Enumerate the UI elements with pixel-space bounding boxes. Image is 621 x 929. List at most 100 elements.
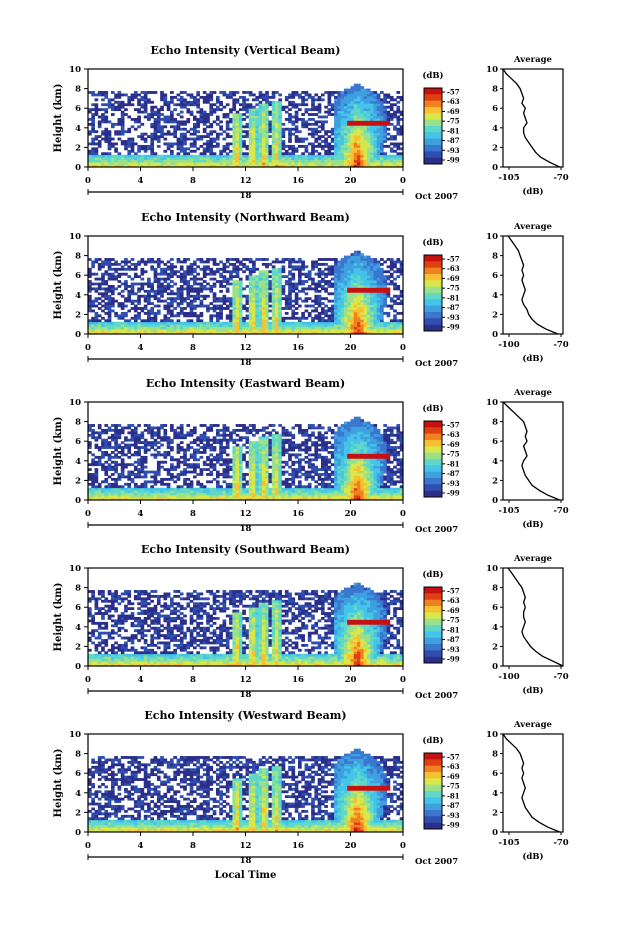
heatmap-cell	[370, 91, 374, 94]
heatmap-cell	[294, 125, 299, 129]
heatmap-cell	[373, 137, 378, 141]
heatmap-cell	[225, 144, 230, 148]
heatmap-cell	[130, 292, 135, 296]
heatmap-cell	[370, 140, 374, 143]
heatmap-cell	[186, 304, 191, 308]
heatmap-cell	[380, 130, 384, 134]
heatmap-cell	[334, 110, 338, 114]
heatmap-cell	[304, 265, 309, 269]
heatmap-cell	[209, 324, 214, 328]
heatmap-cell	[370, 105, 374, 109]
heatmap-cell	[347, 304, 351, 308]
heatmap-cell	[147, 319, 151, 323]
heatmap-cell	[366, 314, 371, 318]
heatmap-cell	[206, 260, 210, 264]
heatmap-cell	[370, 277, 374, 281]
heatmap-cell	[88, 433, 92, 437]
avg-profile-line	[502, 68, 560, 168]
heatmap-cell	[370, 299, 374, 303]
heatmap-cell	[110, 465, 115, 469]
heatmap-cell	[107, 426, 112, 430]
heatmap-cell	[334, 280, 338, 283]
heatmap-cell	[189, 103, 194, 107]
heatmap-cell	[360, 132, 365, 136]
heatmap-cell	[117, 132, 122, 136]
heatmap-cell	[147, 431, 151, 435]
heatmap-cell	[189, 309, 194, 313]
heatmap-cell	[202, 326, 207, 330]
heatmap-cell	[363, 108, 368, 112]
heatmap-cell	[160, 321, 164, 325]
heatmap-cell	[307, 132, 312, 136]
heatmap-cell	[334, 144, 338, 148]
heatmap-cell	[88, 487, 92, 491]
heatmap-cell	[140, 287, 145, 291]
heatmap-cell	[396, 329, 401, 332]
heatmap-cell	[137, 307, 141, 310]
heatmap-cell	[160, 465, 164, 469]
heatmap-cell	[199, 164, 204, 168]
heatmap-cell	[314, 113, 319, 116]
heatmap-cell	[245, 157, 250, 161]
heatmap-cell	[334, 162, 338, 165]
heatmap-cell	[186, 147, 191, 151]
heatmap-cell	[107, 309, 112, 313]
heatmap-cell	[357, 118, 361, 121]
heatmap-cell	[166, 282, 171, 286]
heatmap-cell	[265, 149, 269, 153]
heatmap-cell	[124, 436, 128, 440]
heatmap-cell	[153, 272, 158, 276]
heatmap-cell	[225, 316, 230, 320]
heatmap-cell	[275, 108, 279, 112]
heatmap-cell	[370, 270, 374, 274]
heatmap-cell	[110, 157, 115, 161]
heatmap-cell	[179, 127, 184, 131]
heatmap-cell	[133, 309, 138, 313]
heatmap-cell	[107, 316, 112, 320]
heatmap-cell	[166, 468, 171, 471]
heatmap-cell	[268, 154, 273, 158]
heatmap-cell	[389, 137, 394, 141]
heatmap-cell	[219, 127, 223, 131]
heatmap-cell	[212, 307, 217, 310]
heatmap-cell	[353, 297, 358, 301]
heatmap-cell	[209, 149, 214, 153]
heatmap-cell	[193, 282, 197, 286]
heatmap-cell	[176, 329, 181, 332]
heatmap-cell	[281, 267, 286, 271]
heatmap-cell	[137, 448, 141, 452]
heatmap-cell	[140, 260, 145, 264]
heatmap-cell	[94, 329, 99, 332]
heatmap-cell	[373, 275, 378, 279]
heatmap-cell	[114, 132, 118, 136]
heatmap-cell	[124, 446, 128, 449]
heatmap-cell	[337, 103, 342, 107]
heatmap-cell	[265, 118, 269, 121]
heatmap-cell	[301, 120, 305, 124]
heatmap-cell	[88, 304, 92, 308]
heatmap-cell	[133, 282, 138, 286]
heatmap-cell	[166, 326, 171, 330]
heatmap-cell	[104, 424, 109, 427]
heatmap-cell	[143, 492, 148, 496]
heatmap-cell	[271, 319, 276, 323]
heatmap-cell	[320, 144, 325, 148]
heatmap-cell	[193, 267, 197, 271]
heatmap-cell	[137, 436, 141, 440]
heatmap-cell	[229, 142, 233, 146]
heatmap-cell	[366, 98, 371, 102]
heatmap-cell	[370, 260, 374, 264]
heatmap-cell	[327, 142, 332, 146]
heatmap-cell	[320, 309, 325, 313]
heatmap-cell	[311, 142, 315, 146]
heatmap-cell	[196, 282, 200, 286]
heatmap-cell	[334, 302, 338, 305]
heatmap-cell	[317, 120, 322, 124]
heatmap-cell	[110, 108, 115, 112]
heatmap-cell	[166, 436, 171, 440]
heatmap-cell	[311, 103, 315, 107]
heatmap-cell	[163, 118, 168, 121]
heatmap-cell	[117, 455, 122, 459]
heatmap-cell	[153, 495, 158, 498]
heatmap-cell	[363, 285, 368, 288]
